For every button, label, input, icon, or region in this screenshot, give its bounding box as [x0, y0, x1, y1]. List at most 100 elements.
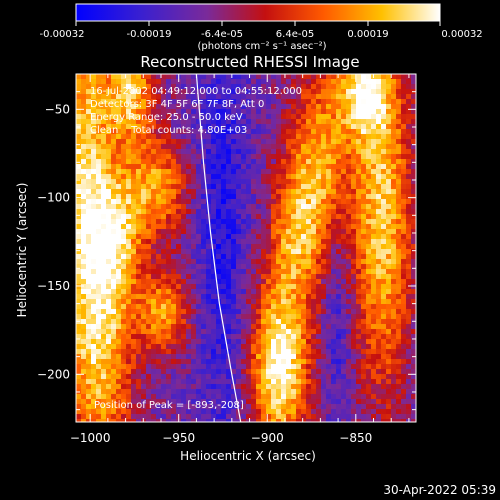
heatmap-cell [251, 259, 257, 265]
heatmap-cell [91, 289, 97, 295]
heatmap-cell [356, 344, 362, 350]
heatmap-cell [221, 114, 227, 120]
heatmap-cell [376, 84, 382, 90]
heatmap-cell [391, 274, 397, 280]
heatmap-cell [376, 124, 382, 130]
heatmap-cell [346, 264, 352, 270]
heatmap-cell [286, 394, 292, 400]
heatmap-cell [191, 164, 197, 170]
heatmap-cell [341, 229, 347, 235]
heatmap-cell [271, 414, 277, 420]
heatmap-cell [321, 394, 327, 400]
heatmap-cell [171, 159, 177, 165]
heatmap-cell [316, 179, 322, 185]
heatmap-cell [101, 364, 107, 370]
heatmap-cell [171, 104, 177, 110]
heatmap-cell [206, 309, 212, 315]
heatmap-cell [116, 349, 122, 355]
heatmap-cell [411, 104, 416, 110]
heatmap-cell [201, 219, 207, 225]
heatmap-cell [271, 344, 277, 350]
heatmap-cell [171, 404, 177, 410]
heatmap-cell [176, 209, 182, 215]
heatmap-cell [251, 289, 257, 295]
heatmap-cell [176, 369, 182, 375]
heatmap-cell [381, 124, 387, 130]
heatmap-cell [76, 159, 82, 165]
heatmap-cell [181, 84, 187, 90]
heatmap-cell [386, 129, 392, 135]
heatmap-cell [346, 84, 352, 90]
heatmap-cell [306, 389, 312, 395]
heatmap-cell [216, 114, 222, 120]
heatmap-cell [181, 394, 187, 400]
heatmap-cell [331, 119, 337, 125]
heatmap-cell [271, 99, 277, 105]
heatmap-cell [371, 399, 377, 405]
heatmap-cell [166, 189, 172, 195]
heatmap-cell [336, 169, 342, 175]
heatmap-cell [126, 379, 132, 385]
heatmap-cell [326, 254, 332, 260]
heatmap-cell [316, 99, 322, 105]
heatmap-cell [331, 409, 337, 415]
heatmap-cell [81, 104, 87, 110]
heatmap-cell [96, 359, 102, 365]
heatmap-cell [251, 219, 257, 225]
heatmap-cell [96, 284, 102, 290]
heatmap-cell [191, 384, 197, 390]
heatmap-cell [126, 209, 132, 215]
heatmap-cell [276, 264, 282, 270]
heatmap-cell [91, 139, 97, 145]
heatmap-cell [161, 244, 167, 250]
heatmap-cell [116, 184, 122, 190]
heatmap-cell [316, 279, 322, 285]
heatmap-cell [326, 174, 332, 180]
heatmap-cell [321, 184, 327, 190]
heatmap-cell [176, 329, 182, 335]
heatmap-cell [276, 224, 282, 230]
heatmap-cell [326, 119, 332, 125]
heatmap-cell [196, 384, 202, 390]
heatmap-cell [186, 339, 192, 345]
heatmap-cell [206, 324, 212, 330]
heatmap-cell [96, 269, 102, 275]
heatmap-cell [166, 124, 172, 130]
heatmap-cell [151, 384, 157, 390]
heatmap-cell [411, 144, 416, 150]
heatmap-cell [256, 84, 262, 90]
heatmap-cell [201, 264, 207, 270]
heatmap-cell [371, 339, 377, 345]
heatmap-cell [91, 409, 97, 415]
heatmap-cell [166, 404, 172, 410]
heatmap-cell [401, 94, 407, 100]
heatmap-cell [86, 354, 92, 360]
heatmap-cell [271, 109, 277, 115]
heatmap-cell [326, 94, 332, 100]
heatmap-cell [411, 384, 416, 390]
heatmap-cell [291, 319, 297, 325]
heatmap-cell [361, 304, 367, 310]
heatmap-cell [161, 289, 167, 295]
heatmap-cell [221, 99, 227, 105]
heatmap-cell [126, 99, 132, 105]
heatmap-cell [341, 79, 347, 85]
heatmap-cell [336, 284, 342, 290]
heatmap-cell [331, 109, 337, 115]
heatmap-cell [366, 264, 372, 270]
heatmap-cell [261, 209, 267, 215]
heatmap-cell [291, 219, 297, 225]
heatmap-cell [196, 84, 202, 90]
heatmap-cell [181, 269, 187, 275]
heatmap-cell [276, 134, 282, 140]
heatmap-cell [291, 304, 297, 310]
heatmap-cell [156, 99, 162, 105]
heatmap-cell [86, 284, 92, 290]
heatmap-cell [401, 219, 407, 225]
heatmap-cell [106, 179, 112, 185]
heatmap-cell [241, 179, 247, 185]
heatmap-cell [151, 169, 157, 175]
x-tick-label: −1000 [70, 431, 111, 445]
heatmap-cell [316, 324, 322, 330]
heatmap-cell [201, 344, 207, 350]
